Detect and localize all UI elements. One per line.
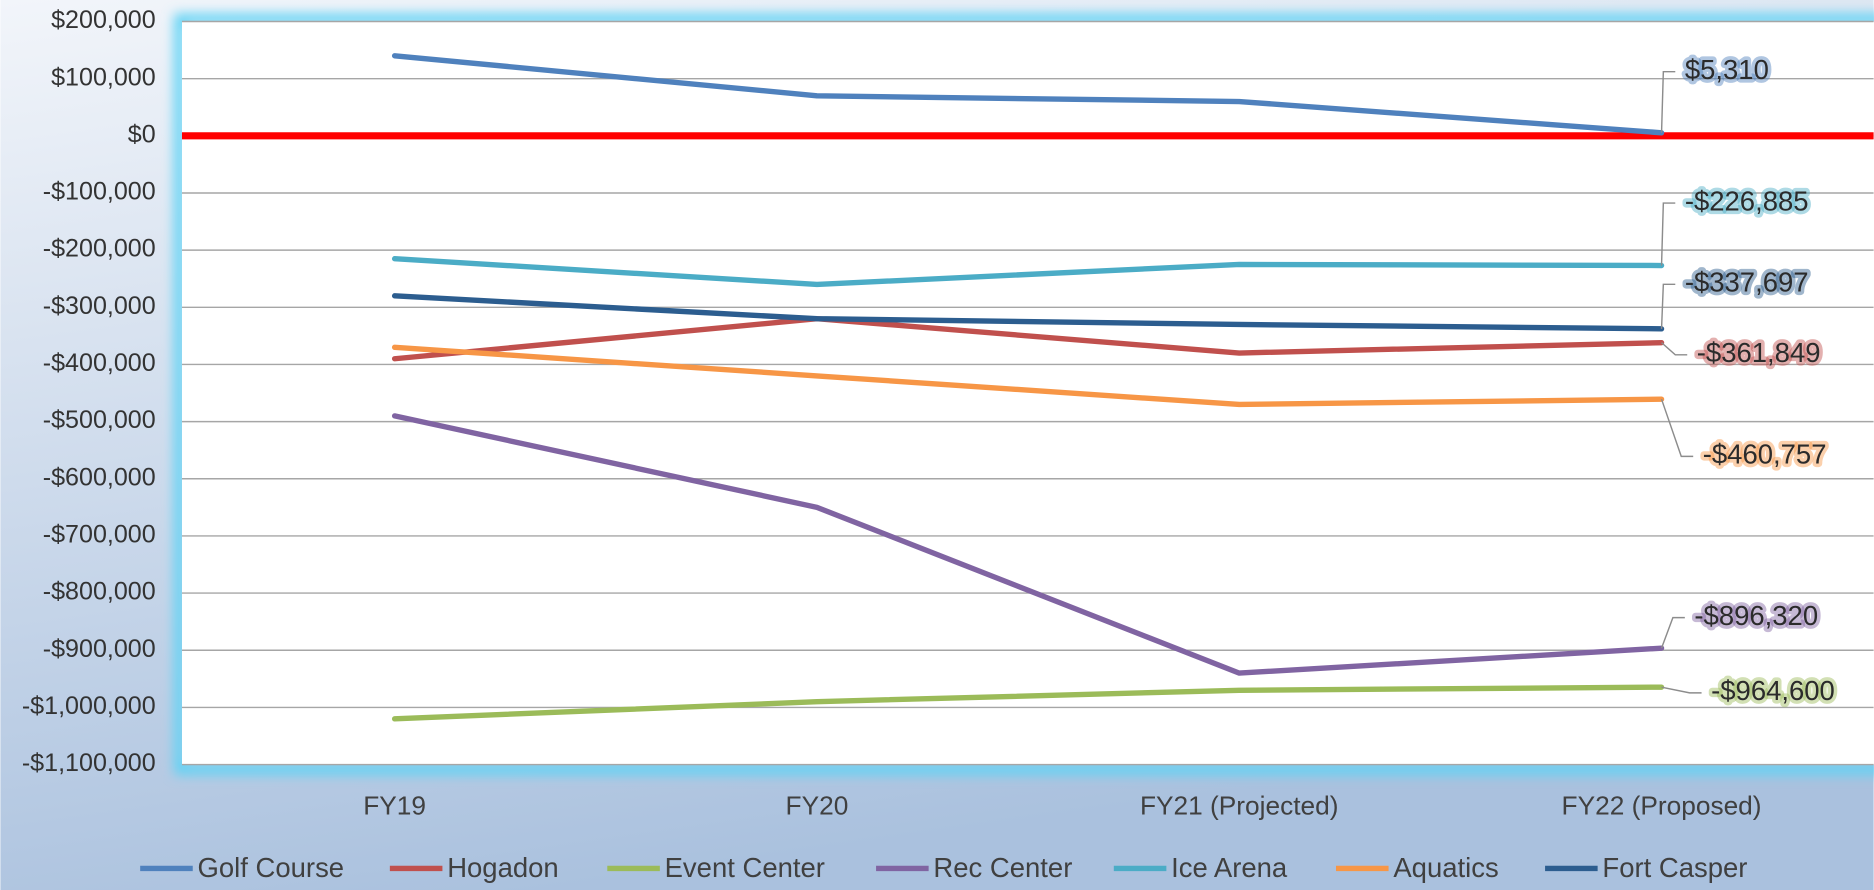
- leader-line: [1660, 283, 1676, 329]
- x-tick-label: FY21 (Projected): [1140, 791, 1339, 821]
- y-tick-label: -$100,000: [43, 178, 156, 206]
- x-tick-label: FY19: [363, 791, 426, 821]
- y-tick-label: -$600,000: [43, 463, 156, 491]
- leader-line: [1660, 70, 1676, 133]
- series-line: [391, 344, 1665, 408]
- series-line: [391, 684, 1665, 722]
- series-line: [391, 293, 1665, 332]
- leader-line: [1661, 342, 1688, 356]
- legend-label: Golf Course: [198, 852, 345, 883]
- value-label: -$361,849: [1697, 337, 1821, 368]
- y-tick-label: -$500,000: [43, 406, 156, 434]
- legend-label: Ice Arena: [1171, 852, 1288, 883]
- series-line: [391, 413, 1665, 676]
- leader-line: [1660, 202, 1676, 266]
- y-tick-label: -$200,000: [43, 235, 156, 263]
- value-label: $5,310: [1685, 54, 1769, 85]
- series-line: [391, 53, 1665, 136]
- y-tick-label: -$700,000: [43, 521, 156, 549]
- value-label: -$964,600: [1711, 675, 1835, 706]
- y-tick-label: -$400,000: [43, 349, 156, 377]
- y-tick-label: $100,000: [51, 63, 156, 91]
- y-tick-label: -$300,000: [43, 292, 156, 320]
- legend-label: Event Center: [665, 852, 825, 883]
- legend-label: Hogadon: [447, 852, 559, 883]
- plot-area: [181, 21, 1874, 765]
- y-tick-label: -$1,100,000: [22, 749, 156, 777]
- leader-line: [1660, 616, 1685, 649]
- y-tick-label: $200,000: [51, 6, 156, 34]
- plot-glow: [174, 13, 1874, 775]
- y-tick-label: $0: [128, 120, 156, 148]
- leader-line: [1660, 398, 1694, 458]
- legend-label: Aquatics: [1393, 852, 1498, 883]
- y-tick-label: -$1,000,000: [22, 692, 156, 720]
- legend-label: Rec Center: [933, 852, 1072, 883]
- value-label: -$226,885: [1685, 185, 1809, 216]
- x-tick-label: FY20: [786, 791, 849, 821]
- leader-line: [1661, 686, 1702, 694]
- legend-label: Fort Casper: [1602, 852, 1747, 883]
- y-tick-label: -$900,000: [43, 635, 156, 663]
- series-line: [391, 316, 1665, 362]
- value-label: -$460,757: [1703, 439, 1827, 470]
- value-label: -$337,697: [1685, 267, 1809, 298]
- series-line: [391, 256, 1665, 288]
- value-label: -$896,320: [1694, 600, 1818, 631]
- x-tick-label: FY22 (Proposed): [1562, 791, 1762, 821]
- y-tick-label: -$800,000: [43, 578, 156, 606]
